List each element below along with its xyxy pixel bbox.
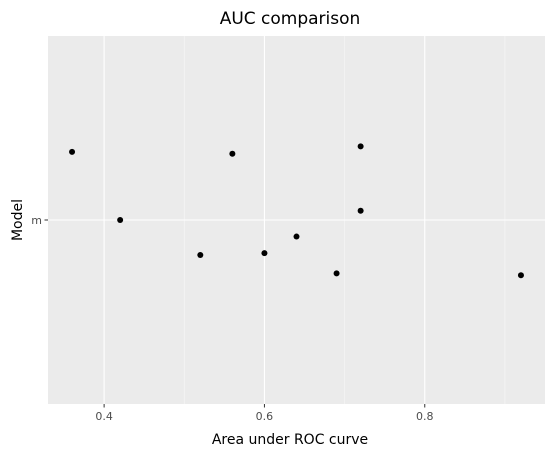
data-point xyxy=(357,207,364,214)
x-axis-ticks: 0.4 0.6 0.8 xyxy=(95,404,434,423)
major-gridlines xyxy=(48,36,545,404)
data-point xyxy=(197,251,204,258)
x-tick-label: 0.8 xyxy=(416,410,434,423)
data-point xyxy=(517,272,524,279)
y-tick-label: m xyxy=(31,214,42,227)
data-points xyxy=(69,143,524,279)
data-point xyxy=(293,233,300,240)
data-point xyxy=(261,250,268,257)
data-point xyxy=(117,217,124,223)
chart-title: AUC comparison xyxy=(220,9,361,29)
x-tick-label: 0.6 xyxy=(256,410,274,423)
data-point xyxy=(229,150,236,157)
data-point xyxy=(357,143,364,150)
data-point xyxy=(69,148,76,155)
x-axis-title: Area under ROC curve xyxy=(212,432,368,448)
data-point xyxy=(333,270,340,277)
y-axis-ticks: m xyxy=(31,214,48,227)
y-axis-title: Model xyxy=(10,199,26,241)
x-tick-label: 0.4 xyxy=(95,410,113,423)
